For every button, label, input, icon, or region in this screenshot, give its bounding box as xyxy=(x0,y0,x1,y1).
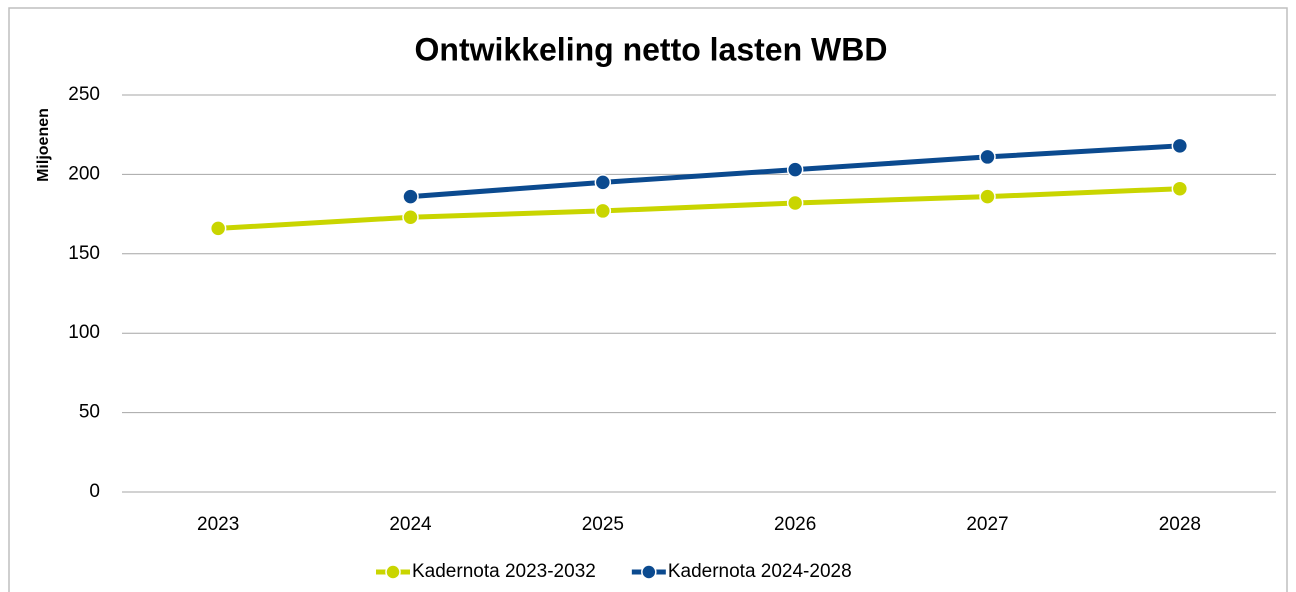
chart-title: Ontwikkeling netto lasten WBD xyxy=(415,31,888,67)
y-tick-label: 250 xyxy=(68,84,100,105)
x-tick-label: 2024 xyxy=(389,514,432,535)
legend-marker xyxy=(641,564,657,580)
data-point xyxy=(402,188,419,205)
data-point xyxy=(594,202,612,220)
y-tick-label: 50 xyxy=(79,402,100,423)
chart-frame xyxy=(8,7,1288,592)
y-tick-label: 0 xyxy=(89,481,100,502)
legend-label: Kadernota 2023-2032 xyxy=(412,561,596,582)
data-point xyxy=(594,174,612,191)
data-point xyxy=(402,209,419,226)
y-tick-label: 150 xyxy=(68,243,100,264)
data-point xyxy=(1171,137,1189,155)
data-point xyxy=(979,148,996,166)
x-tick-label: 2023 xyxy=(197,514,239,535)
data-point xyxy=(209,220,227,237)
x-tick-label: 2025 xyxy=(582,514,624,535)
y-tick-label: 200 xyxy=(68,163,100,184)
x-tick-label: 2026 xyxy=(774,514,816,535)
data-point xyxy=(786,161,804,178)
legend-marker xyxy=(385,564,401,580)
legend-label: Kadernota 2024-2028 xyxy=(668,561,852,582)
data-point xyxy=(979,188,996,205)
data-point xyxy=(786,194,804,212)
y-tick-label: 100 xyxy=(68,322,100,343)
data-point xyxy=(1171,180,1189,197)
x-tick-label: 2027 xyxy=(966,514,1008,535)
y-axis-label: Miljoenen xyxy=(35,108,52,182)
x-tick-label: 2028 xyxy=(1159,514,1201,535)
series-line xyxy=(218,186,1180,231)
